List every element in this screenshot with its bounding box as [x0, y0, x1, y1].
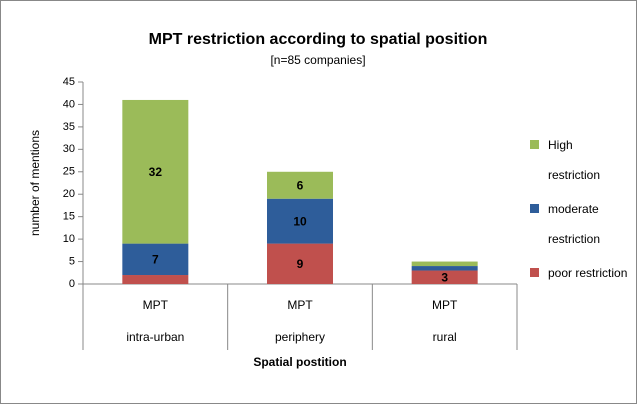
bar-segment — [267, 243, 333, 284]
legend-swatch — [530, 204, 539, 213]
bar-segment — [122, 99, 189, 244]
bar-segment — [122, 243, 189, 276]
y-axis-title: number of mentions — [28, 130, 42, 236]
legend-label: moderate restriction — [548, 202, 601, 246]
x-axis-title: Spatial postition — [253, 355, 346, 369]
data-label: 32 — [149, 165, 163, 179]
chart-subtitle: [n=85 companies] — [270, 53, 365, 67]
y-tick-label: 30 — [63, 143, 75, 155]
y-tick-label: 35 — [63, 121, 75, 133]
y-tick-label: 20 — [63, 188, 75, 200]
bar-segment — [267, 198, 333, 244]
x-tick-label: periphery — [275, 330, 325, 344]
bar-segment — [411, 270, 478, 284]
data-label: 7 — [152, 252, 159, 266]
data-label: 3 — [441, 270, 448, 284]
legend-label: High restriction — [548, 138, 601, 182]
x-tick-label: rural — [433, 330, 457, 344]
y-tick-label: 5 — [69, 255, 75, 267]
x-tick-label: MPT — [143, 298, 169, 312]
chart-title: MPT restriction according to spatial pos… — [149, 31, 488, 48]
data-label: 6 — [297, 178, 304, 192]
data-label: 9 — [297, 257, 304, 271]
y-tick-label: 40 — [63, 98, 75, 110]
data-label: 10 — [293, 214, 307, 228]
y-tick-label: 25 — [63, 166, 75, 178]
legend-swatch — [530, 268, 539, 277]
x-tick-label: MPT — [287, 298, 313, 312]
legend-label: poor restriction — [548, 266, 628, 280]
y-tick-label: 15 — [63, 211, 75, 223]
y-tick-label: 10 — [63, 233, 75, 245]
x-tick-label: intra-urban — [126, 330, 184, 344]
legend-swatch — [530, 140, 539, 149]
bar-segment — [122, 275, 189, 284]
y-tick-label: 0 — [69, 278, 75, 290]
bar-segment — [411, 261, 478, 267]
x-tick-label: MPT — [432, 298, 458, 312]
y-tick-label: 45 — [63, 76, 75, 88]
bar-segment — [411, 266, 478, 271]
bar-segment — [267, 171, 333, 199]
